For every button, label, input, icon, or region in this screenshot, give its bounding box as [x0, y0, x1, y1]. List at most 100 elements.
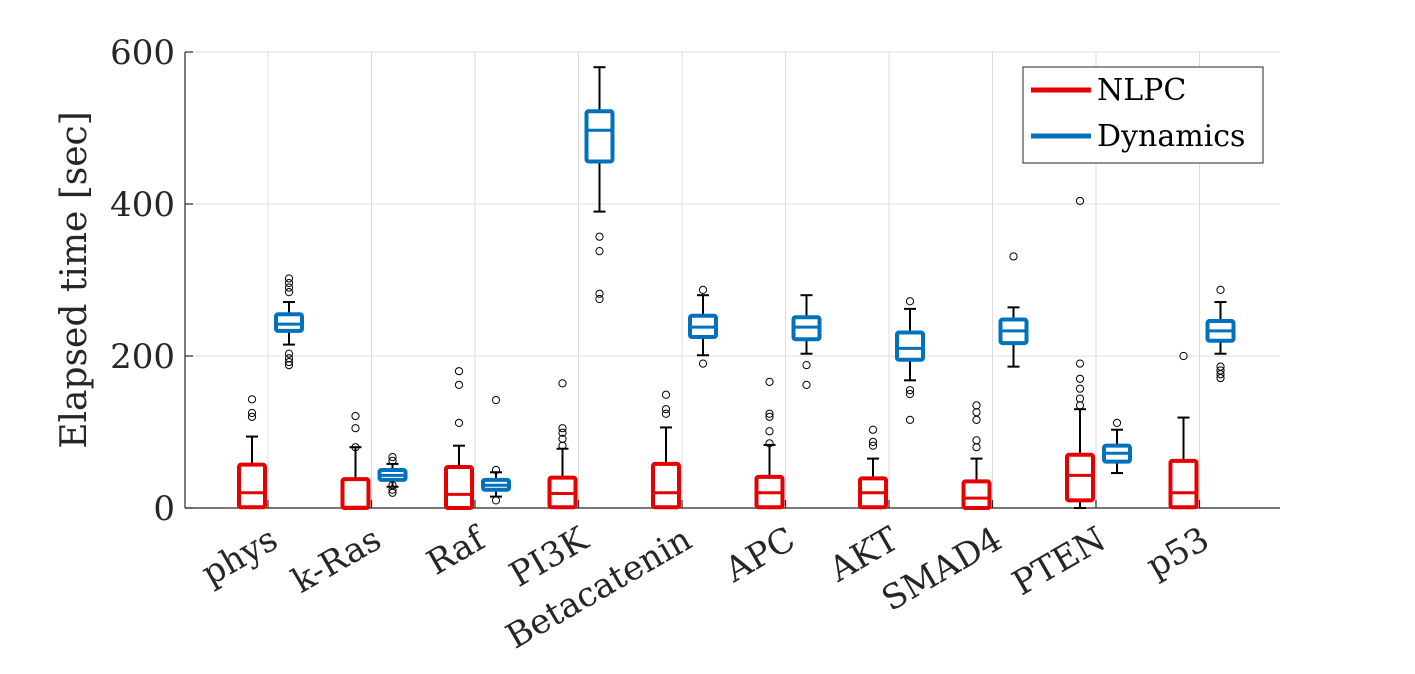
outlier-point	[802, 380, 811, 389]
box-iqr	[340, 477, 371, 510]
outlier-point	[284, 349, 294, 358]
outlier-point	[765, 412, 774, 421]
outlier-point	[247, 408, 257, 418]
x-tick-label-p53: p53	[1140, 519, 1216, 586]
outlier-point	[491, 496, 501, 505]
outlier-point	[284, 283, 294, 292]
outlier-point	[868, 437, 878, 446]
x-tick-label-phys: phys	[195, 519, 285, 594]
outlier-point	[1075, 374, 1085, 383]
outlier-point	[388, 485, 397, 494]
outlier-point	[595, 232, 604, 241]
box-iqr	[895, 330, 925, 362]
outlier-point	[972, 436, 981, 445]
box-iqr	[444, 464, 474, 510]
outlier-point	[454, 418, 464, 427]
outlier-point	[284, 357, 294, 367]
box-nlpc-pten	[1065, 196, 1095, 509]
y-tick-label: 600	[110, 33, 175, 73]
outlier-point	[558, 379, 567, 388]
outlier-point	[247, 395, 257, 404]
legend-box	[1022, 66, 1264, 164]
legend-label-nlpc: NLPC	[1097, 73, 1186, 108]
outlier-point	[661, 405, 671, 414]
outlier-point	[765, 427, 774, 436]
y-tick-label: 400	[110, 185, 175, 225]
outlier-point	[388, 481, 397, 490]
box-nlpc-phys	[237, 395, 267, 510]
x-tick-label-raf: Raf	[420, 518, 493, 583]
box-nlpc-k-ras	[340, 411, 371, 510]
box-dynamics-p53	[1205, 285, 1236, 383]
outlier-point	[247, 412, 257, 421]
x-tick-label-smad4: SMAD4	[875, 519, 1009, 619]
x-tick-label-apc: APC	[718, 519, 802, 591]
outlier-point	[972, 401, 981, 410]
outlier-point	[868, 441, 878, 450]
outlier-point	[351, 443, 360, 452]
box-iqr	[1168, 458, 1199, 510]
outlier-point	[661, 390, 671, 399]
box-dynamics-apc	[791, 294, 822, 389]
legend: NLPC Dynamics	[1022, 66, 1264, 164]
outlier-point	[1075, 196, 1085, 206]
outlier-point	[1216, 366, 1225, 375]
box-iqr	[1065, 452, 1095, 503]
box-nlpc-p53	[1168, 351, 1199, 510]
outlier-point	[284, 288, 294, 297]
outlier-point	[558, 428, 567, 437]
box-dynamics-akt	[895, 297, 925, 424]
outlier-point	[454, 380, 464, 389]
outlier-point	[491, 395, 501, 405]
box-nlpc-smad4	[961, 401, 992, 510]
outlier-point	[595, 289, 604, 298]
box-nlpc-pi3k	[547, 379, 578, 510]
outlier-point	[868, 425, 878, 434]
box-dynamics-betacatenin	[688, 285, 718, 368]
outlier-point	[1112, 418, 1122, 427]
outlier-point	[905, 415, 915, 424]
box-dynamics-pi3k	[584, 66, 615, 304]
outlier-point	[351, 411, 360, 421]
outlier-point	[698, 359, 708, 368]
box-iqr	[651, 461, 681, 510]
box-iqr	[237, 462, 267, 510]
x-tick-label-pten: PTEN	[1006, 519, 1113, 604]
plot-area	[237, 66, 1236, 510]
box-dynamics-k-ras	[377, 452, 408, 497]
legend-label-dynamics: Dynamics	[1097, 119, 1245, 154]
outlier-point	[284, 354, 294, 363]
outlier-point	[454, 367, 464, 376]
x-tick-label-k-ras: k-Ras	[285, 519, 388, 601]
outlier-point	[1075, 394, 1085, 403]
outlier-point	[765, 409, 774, 418]
box-nlpc-raf	[444, 367, 474, 510]
box-dynamics-raf	[481, 395, 511, 505]
outlier-point	[1216, 285, 1225, 294]
outlier-point	[802, 361, 811, 370]
outlier-point	[905, 386, 915, 395]
box-dynamics-pten	[1102, 418, 1132, 475]
outlier-point	[698, 285, 708, 294]
outlier-point	[1075, 359, 1085, 368]
box-iqr	[584, 109, 615, 164]
box-nlpc-apc	[754, 377, 785, 510]
box-dynamics-smad4	[998, 252, 1029, 368]
outlier-point	[284, 274, 294, 283]
outlier-point	[1009, 252, 1018, 261]
box-nlpc-betacatenin	[651, 390, 681, 510]
box-dynamics-phys	[274, 274, 304, 370]
outlier-point	[388, 452, 397, 462]
outlier-point	[558, 434, 567, 443]
box-nlpc-akt	[858, 425, 888, 510]
outlier-point	[595, 294, 604, 304]
outlier-point	[595, 247, 604, 256]
outlier-point	[1179, 351, 1188, 361]
outlier-point	[1075, 384, 1085, 393]
outlier-point	[558, 424, 567, 433]
box-iqr	[274, 312, 304, 333]
outlier-point	[905, 297, 915, 306]
y-tick-label: 0	[153, 489, 175, 529]
y-axis-title: Elapsed time [sec]	[54, 111, 95, 448]
